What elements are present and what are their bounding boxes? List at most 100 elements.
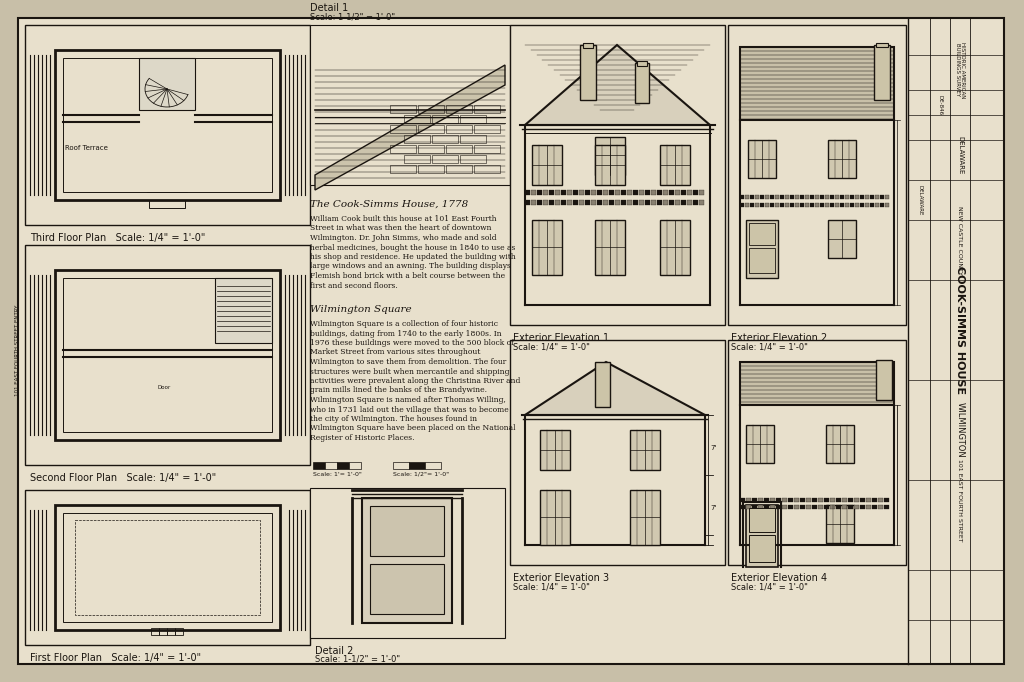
Bar (855, 195, 859, 199)
Bar (728, 340, 906, 565)
Bar (795, 203, 799, 207)
Bar (865, 195, 869, 199)
Bar (860, 498, 865, 502)
Bar (418, 105, 444, 113)
Bar (446, 125, 472, 133)
Bar (567, 200, 572, 205)
Bar (740, 498, 745, 502)
Bar (872, 498, 877, 502)
Text: large windows and an awning. The building displays: large windows and an awning. The buildin… (310, 263, 511, 271)
Bar (404, 135, 430, 143)
Bar (874, 45, 890, 100)
Bar (780, 195, 784, 199)
Bar (390, 165, 416, 173)
Text: NEW CASTLE COUNTY: NEW CASTLE COUNTY (957, 205, 963, 274)
Bar (567, 190, 572, 195)
Bar (790, 195, 794, 199)
Bar (812, 498, 817, 502)
Bar (850, 203, 854, 207)
Bar (561, 190, 566, 195)
Bar (555, 200, 560, 205)
Text: buildings, dating from 1740 to the early 1800s. In: buildings, dating from 1740 to the early… (310, 329, 502, 338)
Bar (167, 628, 175, 635)
Bar (782, 498, 787, 502)
Bar (660, 220, 690, 275)
Bar (675, 190, 680, 195)
Bar (750, 203, 754, 207)
Bar (591, 200, 596, 205)
Bar (746, 505, 751, 509)
Bar (621, 190, 626, 195)
Bar (591, 190, 596, 195)
Bar (874, 203, 879, 207)
Bar (749, 508, 775, 532)
Text: Street in what was then the heart of downtown: Street in what was then the heart of dow… (310, 224, 492, 233)
Bar (390, 145, 416, 153)
Text: Flemish bond brick with a belt course between the: Flemish bond brick with a belt course be… (310, 272, 505, 280)
Bar (151, 628, 159, 635)
Bar (884, 505, 889, 509)
Bar (740, 203, 744, 207)
Bar (349, 462, 361, 469)
Bar (583, 43, 593, 48)
Bar (390, 125, 416, 133)
Bar (597, 190, 602, 195)
Bar (543, 200, 548, 205)
Bar (390, 105, 416, 113)
Text: Scale: 1'= 1'-0": Scale: 1'= 1'-0" (313, 472, 361, 477)
Bar (337, 462, 349, 469)
Polygon shape (315, 65, 505, 190)
Polygon shape (525, 45, 710, 125)
Bar (63, 513, 272, 622)
Bar (573, 190, 578, 195)
Bar (446, 165, 472, 173)
Bar (425, 462, 441, 469)
Bar (815, 203, 819, 207)
Bar (810, 195, 814, 199)
Bar (830, 203, 834, 207)
Text: Wilmington Square is named after Thomas Willing,: Wilmington Square is named after Thomas … (310, 396, 506, 404)
Bar (820, 195, 824, 199)
Bar (474, 125, 500, 133)
Text: structures were built when mercantile and shipping: structures were built when mercantile an… (310, 368, 510, 376)
Bar (579, 190, 584, 195)
Bar (580, 45, 596, 100)
Bar (615, 190, 620, 195)
Text: activities were prevalent along the Christina River and: activities were prevalent along the Chri… (310, 377, 520, 385)
Bar (785, 203, 790, 207)
Text: Exterior Elevation 4: Exterior Elevation 4 (731, 573, 827, 583)
Bar (760, 195, 764, 199)
Bar (657, 200, 662, 205)
Text: WILMINGTON: WILMINGTON (955, 402, 965, 458)
Bar (531, 200, 536, 205)
Bar (603, 190, 608, 195)
Bar (63, 58, 272, 192)
Bar (537, 190, 542, 195)
Bar (510, 25, 725, 325)
Bar (446, 105, 472, 113)
Bar (840, 195, 844, 199)
Bar (810, 203, 814, 207)
Bar (776, 505, 781, 509)
Bar (860, 505, 865, 509)
Bar (749, 248, 775, 273)
Bar (818, 505, 823, 509)
Text: 1976 these buildings were moved to the 500 block of: 1976 these buildings were moved to the 5… (310, 339, 514, 347)
Bar (460, 115, 486, 123)
Bar (609, 190, 614, 195)
Text: Second Floor Plan   Scale: 1/4" = 1'-0": Second Floor Plan Scale: 1/4" = 1'-0" (30, 473, 216, 483)
Text: Roof Terrace: Roof Terrace (65, 145, 108, 151)
Bar (830, 505, 835, 509)
Text: Detail 2: Detail 2 (315, 646, 353, 656)
Bar (828, 140, 856, 178)
Bar (805, 203, 809, 207)
Bar (150, 200, 185, 208)
Bar (532, 145, 562, 185)
Bar (55, 50, 280, 200)
Bar (630, 430, 660, 470)
Text: Detail 1: Detail 1 (310, 3, 348, 13)
Bar (645, 190, 650, 195)
Bar (549, 190, 554, 195)
Bar (860, 203, 864, 207)
Bar (825, 195, 829, 199)
